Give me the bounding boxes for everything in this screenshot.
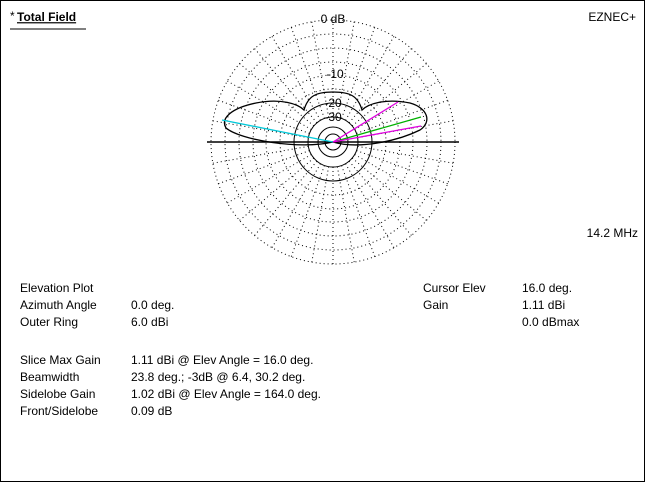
- info-value: 1.11 dBi: [522, 298, 565, 312]
- grid-radial: [341, 165, 376, 257]
- info-value: 6.0 dBi: [131, 315, 168, 329]
- grid-radial: [290, 165, 325, 257]
- info-value: 1.11 dBi @ Elev Angle = 16.0 deg.: [131, 353, 313, 367]
- grid-radial: [348, 160, 412, 236]
- info-label: Sidelobe Gain: [20, 387, 95, 401]
- info-label: Beamwidth: [20, 370, 79, 384]
- beamwidth-line: [332, 125, 422, 143]
- info-label: Cursor Elev: [423, 281, 486, 295]
- grid-radial: [271, 36, 321, 121]
- ring-label: 0 dB: [321, 12, 346, 26]
- info-value: 1.02 dBi @ Elev Angle = 164.0 deg.: [131, 387, 321, 401]
- info-value: 0.0 dBmax: [522, 315, 579, 329]
- grid-radial: [345, 36, 395, 121]
- info-value: 0.0 deg.: [131, 298, 174, 312]
- info-value: 16.0 deg.: [522, 281, 572, 295]
- grid-radial: [354, 80, 439, 130]
- grid-radial: [212, 120, 309, 139]
- grid-radial: [311, 166, 330, 263]
- grid-radial: [254, 160, 318, 236]
- grid-radial: [345, 163, 395, 248]
- grid-radial: [227, 80, 312, 130]
- pattern-curve: [223, 91, 428, 146]
- ring-label: -20: [324, 96, 342, 110]
- grid-radial: [254, 48, 318, 124]
- app-name: EZNEC+: [588, 10, 636, 24]
- grid-radial: [348, 48, 412, 124]
- title-marker: *: [10, 9, 15, 23]
- grid-radial: [336, 166, 355, 263]
- ring-label: -10: [326, 67, 344, 81]
- info-label: Front/Sidelobe: [20, 404, 98, 418]
- title: Total Field: [17, 10, 76, 24]
- grid-radial: [356, 150, 448, 185]
- grid-radial: [357, 145, 454, 164]
- info-panel: Elevation Plot Azimuth Angle 0.0 deg. Outer…: [20, 281, 579, 418]
- grid-radial: [218, 99, 310, 134]
- grid-radial: [351, 63, 427, 127]
- info-label: Gain: [423, 298, 448, 312]
- grid-radial: [271, 163, 321, 248]
- grid-radial: [239, 157, 315, 221]
- grid-radial: [212, 145, 309, 164]
- info-value: 0.09 dB: [131, 404, 172, 418]
- grid-radial: [351, 157, 427, 221]
- grid-radial: [290, 27, 325, 119]
- info-label: Elevation Plot: [20, 281, 94, 295]
- info-value: 23.8 deg.; -3dB @ 6.4, 30.2 deg.: [131, 370, 305, 384]
- info-label: Azimuth Angle: [20, 298, 97, 312]
- grid-radial: [354, 154, 439, 204]
- info-label: Outer Ring: [20, 315, 78, 329]
- cursor-line: [332, 116, 422, 143]
- beamwidth-line: [332, 101, 399, 143]
- grid-radial: [239, 63, 315, 127]
- ring-label: -30: [324, 110, 342, 124]
- info-label: Slice Max Gain: [20, 353, 101, 367]
- grid-radial: [341, 27, 376, 119]
- grid-radial: [218, 150, 310, 185]
- grid-radial: [336, 21, 355, 118]
- grid-radial: [227, 154, 312, 204]
- grid-radial: [356, 99, 448, 134]
- frequency: 14.2 MHz: [587, 226, 638, 240]
- grid-radial: [311, 21, 330, 118]
- sidelobe-line: [221, 119, 334, 143]
